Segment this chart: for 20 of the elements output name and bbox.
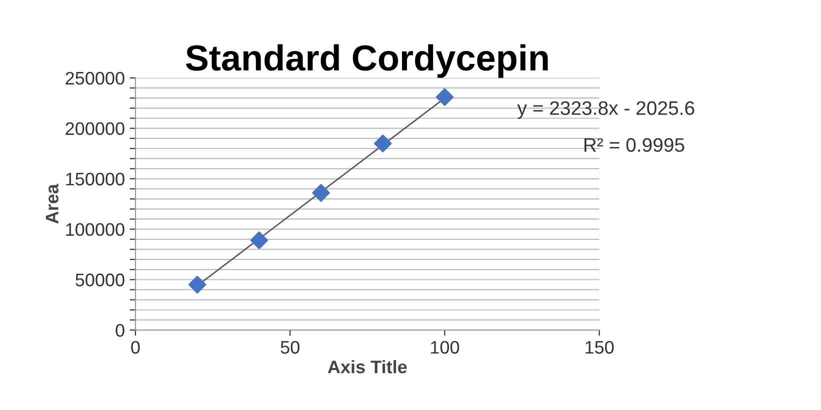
x-tick-label: 100 (431, 340, 460, 354)
y-tick-label: 250000 (66, 72, 124, 85)
y-tick-label: 0 (116, 324, 124, 337)
y-tick-label: 50000 (76, 274, 124, 286)
point (436, 88, 454, 106)
y-tick-label: 100000 (66, 223, 124, 236)
point (188, 276, 206, 294)
x-tick-label: 150 (586, 340, 614, 354)
annotation: y = 2323.8x - 2025.6 (517, 101, 694, 119)
point (312, 184, 330, 202)
x-tick-label: 50 (280, 340, 300, 354)
y-tick-label: 150000 (66, 172, 124, 186)
annotation: R² = 0.9995 (584, 138, 684, 152)
y-axis-title: Area (46, 184, 58, 224)
point (250, 231, 268, 250)
x-axis-title: Axis Title (328, 360, 407, 374)
x-tick-label: 0 (131, 340, 140, 354)
point (374, 134, 392, 152)
chart-title: Standard Cordycepin (186, 44, 548, 78)
y-tick-label: 200000 (66, 122, 124, 136)
